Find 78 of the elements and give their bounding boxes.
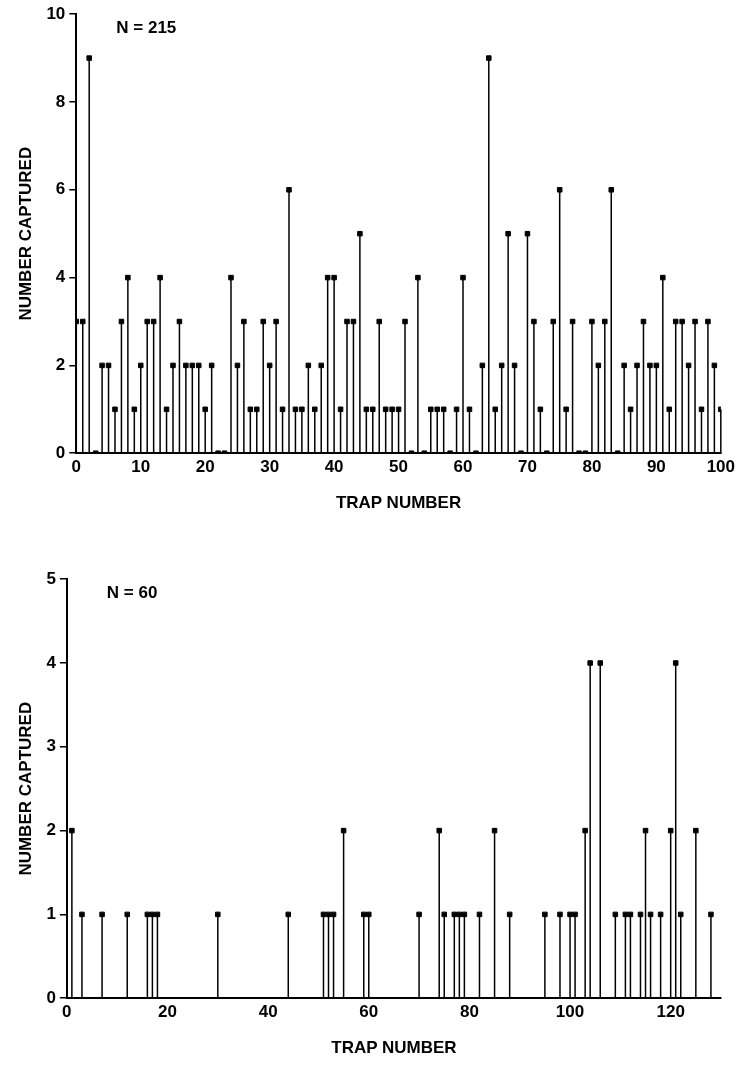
y-tick-label: 4 <box>46 652 57 672</box>
y-tick-label: 5 <box>46 568 56 588</box>
point <box>154 911 161 918</box>
y-tick-label: 1 <box>46 904 56 924</box>
point <box>542 911 548 918</box>
point <box>647 911 654 918</box>
point <box>612 911 619 918</box>
point <box>667 827 674 834</box>
x-tick-label: 10 <box>131 457 151 477</box>
y-tick-label: 6 <box>55 179 66 199</box>
point <box>672 660 679 666</box>
point <box>567 911 573 918</box>
point <box>149 911 156 918</box>
point <box>456 911 463 918</box>
x-tick-label: 20 <box>195 457 215 477</box>
point <box>622 911 629 918</box>
x-tick-label: 30 <box>260 457 280 477</box>
point <box>436 827 442 834</box>
x-tick-label: 120 <box>656 1002 685 1022</box>
x-axis-title: TRAP NUMBER <box>335 493 462 513</box>
point <box>693 827 699 834</box>
y-tick-label: 8 <box>55 91 66 111</box>
point <box>506 911 513 918</box>
y-tick-label: 3 <box>46 736 56 756</box>
point <box>69 827 75 834</box>
x-tick-label: 80 <box>459 1002 479 1022</box>
y-tick-label: 10 <box>46 3 66 23</box>
point <box>441 911 448 918</box>
y-tick-label: 2 <box>55 355 66 375</box>
point <box>124 911 130 918</box>
y-tick-label: 0 <box>46 987 56 1007</box>
point <box>657 911 664 918</box>
x-tick-label: 60 <box>359 1002 379 1022</box>
x-tick-label: 100 <box>706 457 736 477</box>
point <box>642 827 649 834</box>
x-tick-label: 100 <box>555 1002 585 1022</box>
point <box>325 911 332 918</box>
y-axis-title: NUMBER CAPTURED <box>15 701 35 876</box>
point <box>587 660 593 666</box>
x-tick-label: 70 <box>518 457 537 477</box>
point <box>572 911 578 918</box>
point <box>340 827 347 834</box>
x-tick-label: 40 <box>324 457 344 477</box>
point <box>360 911 367 918</box>
point <box>416 911 422 918</box>
x-tick-label: 50 <box>389 457 409 477</box>
x-tick-label: 60 <box>453 457 473 477</box>
y-axis-title: NUMBER CAPTURED <box>15 146 35 321</box>
x-tick-label: 80 <box>582 457 602 477</box>
y-tick-label: 4 <box>55 267 66 287</box>
x-tick-label: 20 <box>158 1002 177 1022</box>
x-tick-label: 40 <box>258 1002 278 1022</box>
point <box>144 911 151 918</box>
point <box>637 911 644 918</box>
point <box>285 911 292 918</box>
point <box>461 911 468 918</box>
x-tick-label: 90 <box>646 457 666 477</box>
point <box>476 911 483 918</box>
point <box>215 911 221 918</box>
point <box>677 911 684 918</box>
point <box>627 911 634 918</box>
x-axis-title: TRAP NUMBER <box>331 1038 457 1058</box>
point <box>557 911 563 918</box>
y-tick-label: 2 <box>46 820 56 840</box>
x-tick-label: 0 <box>71 457 82 477</box>
point <box>79 911 85 918</box>
point <box>320 911 327 918</box>
point <box>330 911 337 918</box>
point <box>491 827 498 834</box>
point <box>451 911 458 918</box>
point <box>99 911 105 918</box>
y-tick-label: 0 <box>55 442 66 462</box>
annotation: N = 215 <box>116 18 177 38</box>
point <box>366 911 372 918</box>
point <box>597 660 603 666</box>
annotation: N = 60 <box>106 583 158 603</box>
point <box>708 911 714 918</box>
point <box>582 827 588 834</box>
